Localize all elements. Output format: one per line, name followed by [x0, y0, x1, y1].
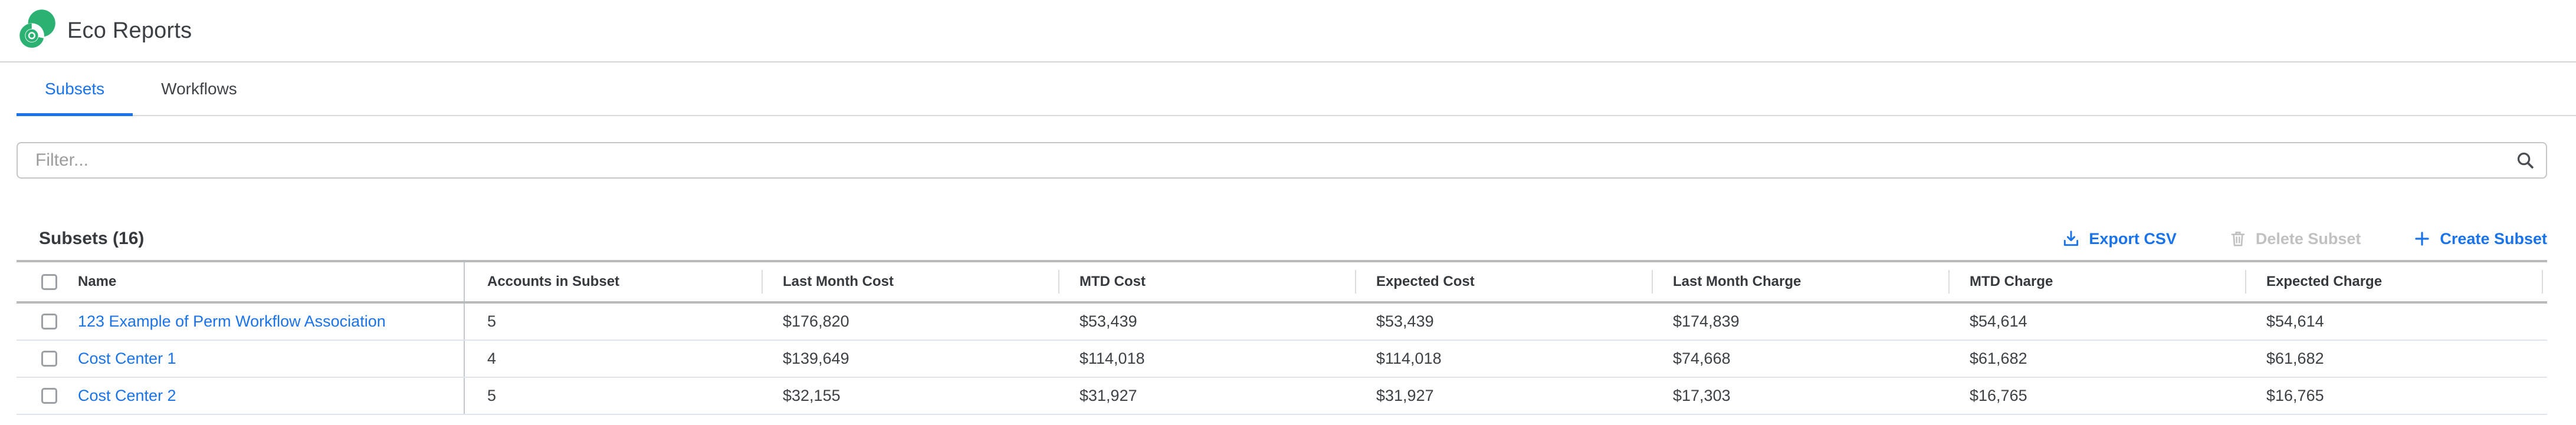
column-header-accounts: Accounts in Subset	[465, 262, 762, 301]
filter-container	[17, 142, 2547, 179]
expected-cost-cell: $31,927	[1376, 387, 1434, 404]
tab-bar: Subsets Workflows	[0, 62, 2576, 116]
create-subset-label: Create Subset	[2440, 229, 2547, 248]
row-checkbox[interactable]	[41, 351, 57, 367]
expected-cost-cell: $53,439	[1376, 312, 1434, 330]
mtd-charge-cell: $54,614	[1970, 312, 2027, 330]
mtd-charge-cell: $16,765	[1970, 387, 2027, 404]
last-month-cost-cell: $32,155	[783, 387, 841, 404]
app-header: Eco Reports	[0, 0, 2576, 62]
name-cell: Cost Center 1	[17, 341, 465, 377]
column-header-name: Name	[17, 262, 465, 301]
accounts-cell: 5	[487, 312, 497, 330]
name-cell: Cost Center 2	[17, 378, 465, 414]
trash-icon	[2231, 232, 2245, 246]
section-header: Subsets (16) Export CSV Delete Subset	[17, 226, 2547, 252]
column-header-mtd-cost-label: MTD Cost	[1079, 274, 1146, 289]
tab-workflows[interactable]: Workflows	[133, 62, 265, 115]
column-header-expected-charge: Expected Charge	[2245, 262, 2543, 301]
table-row: Cost Center 1 4 $139,649 $114,018 $114,0…	[17, 341, 2547, 378]
column-header-last-month-cost: Last Month Cost	[762, 262, 1058, 301]
tab-workflows-label: Workflows	[161, 79, 237, 98]
column-header-expected-cost: Expected Cost	[1355, 262, 1652, 301]
subsets-table: Name Accounts in Subset Last Month Cost …	[17, 260, 2547, 415]
column-header-mtd-cost: MTD Cost	[1058, 262, 1355, 301]
delete-subset-button[interactable]: Delete Subset	[2229, 229, 2361, 248]
table-row: 123 Example of Perm Workflow Association…	[17, 304, 2547, 341]
column-header-last-month-cost-label: Last Month Cost	[783, 274, 894, 289]
export-csv-button[interactable]: Export CSV	[2062, 229, 2177, 248]
expected-charge-cell: $54,614	[2266, 312, 2324, 330]
column-header-expected-cost-label: Expected Cost	[1376, 274, 1475, 289]
search-icon	[2517, 152, 2534, 169]
tab-subsets[interactable]: Subsets	[17, 62, 133, 116]
download-icon	[2064, 230, 2079, 246]
eco-logo-icon	[19, 9, 55, 48]
mtd-cost-cell: $114,018	[1079, 350, 1145, 367]
tab-subsets-label: Subsets	[45, 79, 105, 98]
last-month-charge-cell: $74,668	[1673, 350, 1731, 367]
accounts-cell: 4	[487, 350, 497, 367]
column-header-last-month-charge: Last Month Charge	[1652, 262, 1948, 301]
column-header-last-month-charge-label: Last Month Charge	[1673, 274, 1801, 289]
column-header-accounts-label: Accounts in Subset	[487, 274, 620, 289]
delete-subset-label: Delete Subset	[2255, 229, 2361, 248]
last-month-cost-cell: $139,649	[783, 350, 849, 367]
accounts-cell: 5	[487, 387, 497, 404]
select-all-checkbox[interactable]	[41, 274, 57, 290]
subset-link[interactable]: Cost Center 2	[78, 387, 176, 404]
column-header-name-label: Name	[78, 274, 117, 289]
mtd-charge-cell: $61,682	[1970, 350, 2027, 367]
row-checkbox[interactable]	[41, 314, 57, 330]
last-month-charge-cell: $17,303	[1673, 387, 1731, 404]
toolbar: Export CSV Delete Subset Create Subset	[2062, 229, 2547, 248]
filter-input[interactable]	[17, 142, 2547, 179]
column-header-mtd-charge-label: MTD Charge	[1970, 274, 2053, 289]
export-csv-label: Export CSV	[2089, 229, 2177, 248]
name-cell: 123 Example of Perm Workflow Association	[17, 304, 465, 340]
last-month-cost-cell: $176,820	[783, 312, 849, 330]
expected-cost-cell: $114,018	[1376, 350, 1442, 367]
table-header-row: Name Accounts in Subset Last Month Cost …	[17, 262, 2547, 304]
create-subset-button[interactable]: Create Subset	[2413, 229, 2547, 248]
tab-strip: Subsets Workflows	[17, 62, 2576, 116]
subset-link[interactable]: Cost Center 1	[78, 350, 176, 367]
row-checkbox[interactable]	[41, 388, 57, 404]
column-header-mtd-charge: MTD Charge	[1948, 262, 2245, 301]
expected-charge-cell: $61,682	[2266, 350, 2324, 367]
expected-charge-cell: $16,765	[2266, 387, 2324, 404]
mtd-cost-cell: $31,927	[1079, 387, 1137, 404]
table-row: Cost Center 2 5 $32,155 $31,927 $31,927 …	[17, 378, 2547, 415]
page-title: Eco Reports	[67, 18, 192, 43]
column-header-expected-charge-label: Expected Charge	[2266, 274, 2383, 289]
subsets-count-title: Subsets (16)	[39, 229, 145, 248]
last-month-charge-cell: $174,839	[1673, 312, 1740, 330]
plus-icon	[2415, 232, 2430, 246]
mtd-cost-cell: $53,439	[1079, 312, 1137, 330]
subset-link[interactable]: 123 Example of Perm Workflow Association	[78, 312, 386, 330]
